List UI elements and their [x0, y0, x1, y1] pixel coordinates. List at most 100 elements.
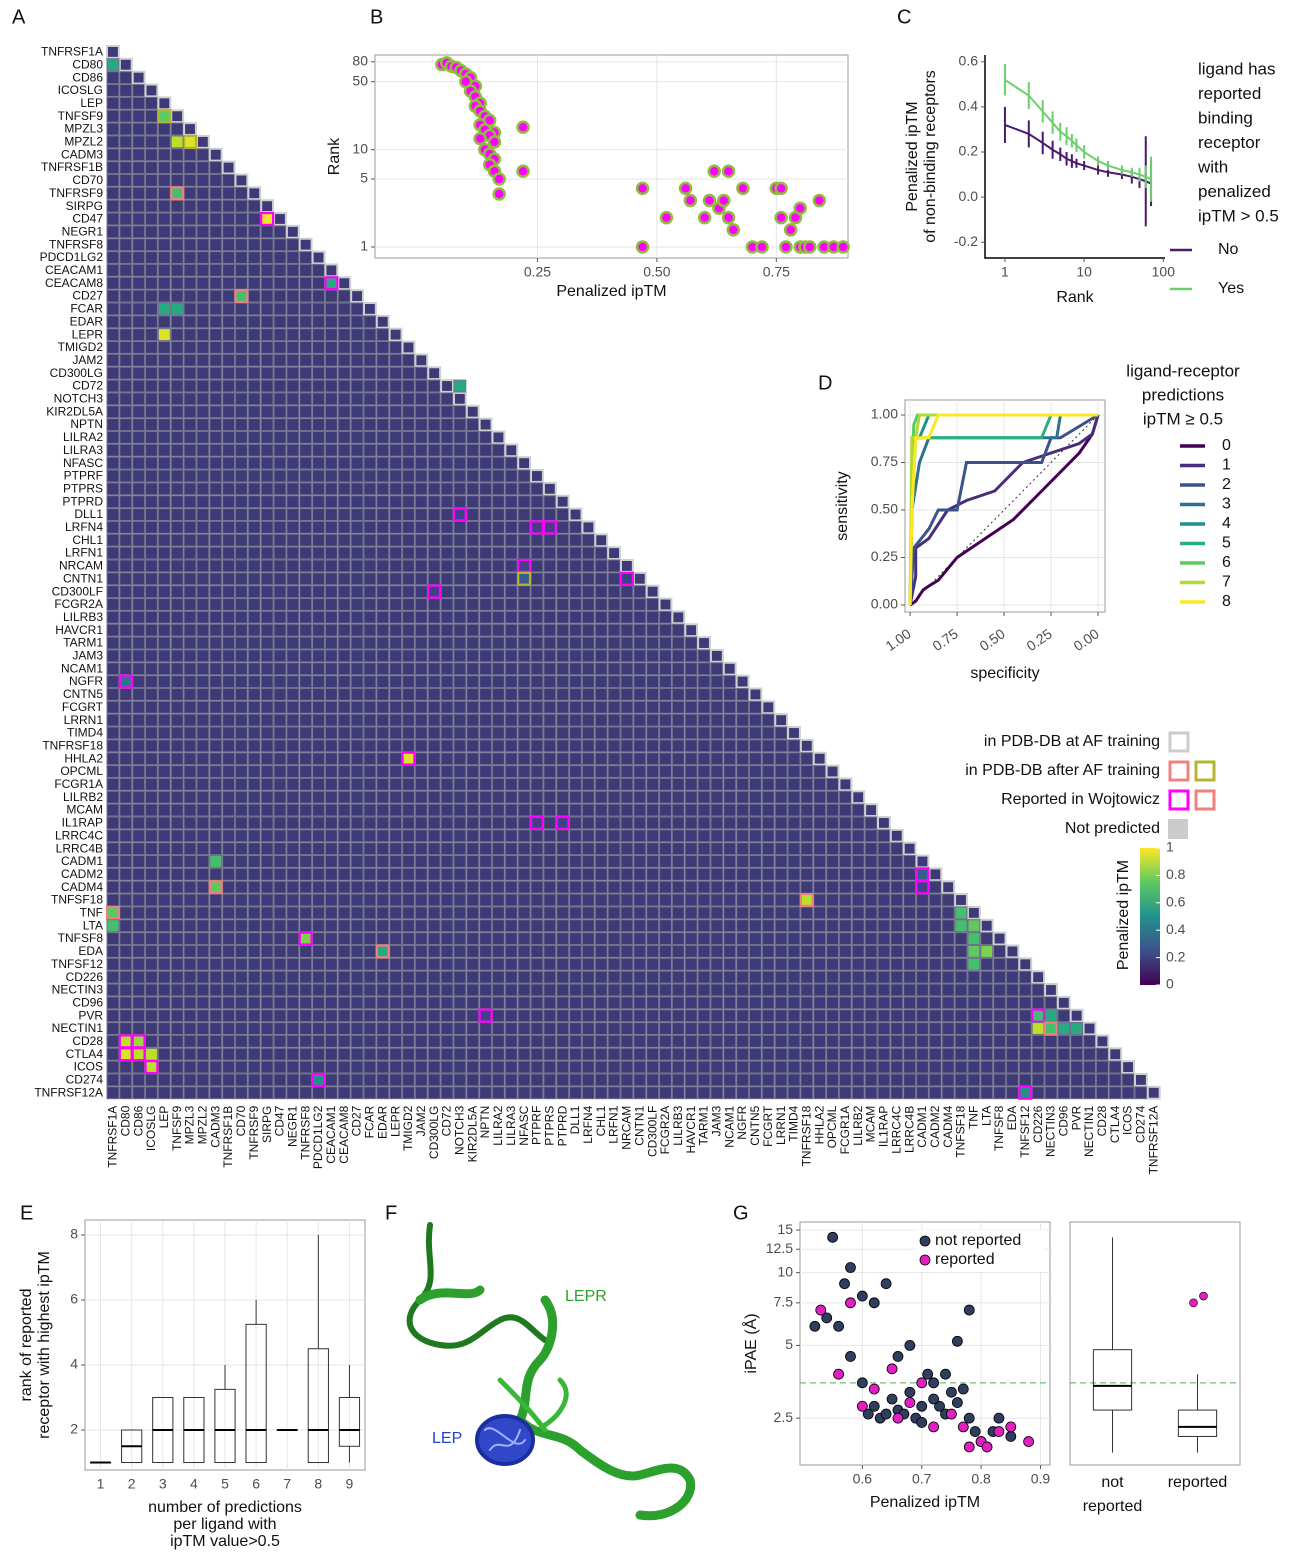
heatmap-cell-bg	[814, 946, 826, 958]
heatmap-cell-bg	[852, 1061, 864, 1073]
heatmap-cell-bg	[210, 277, 222, 289]
heatmap-cell-bg	[403, 611, 415, 623]
heatmap-cell-bg	[133, 444, 145, 456]
heatmap-cell-bg	[107, 46, 119, 58]
heatmap-cell-bg	[120, 766, 132, 778]
heatmap-cell-bg	[274, 419, 286, 431]
heatmap-cell-bg	[634, 804, 646, 816]
heatmap-cell-bg	[814, 766, 826, 778]
heatmap-cell-bg	[621, 868, 633, 880]
heatmap-cell-bg	[248, 573, 260, 585]
heatmap-cell-bg	[120, 1074, 132, 1086]
heatmap-cell-bg	[493, 791, 505, 803]
heatmap-cell-bg	[261, 1074, 273, 1086]
heatmap-cell	[1058, 1023, 1070, 1035]
heatmap-cell-bg	[248, 624, 260, 636]
heatmap-cell-bg	[146, 354, 158, 366]
heatmap-cell-bg	[415, 1087, 427, 1099]
heatmap-cell-bg	[287, 393, 299, 405]
heatmap-cell-bg	[724, 740, 736, 752]
y-tick-label: 6	[70, 1291, 78, 1307]
colorbar-tick-label: 0.4	[1166, 921, 1186, 937]
heatmap-cell-bg	[570, 907, 582, 919]
heatmap-cell-bg	[133, 342, 145, 354]
heatmap-cell-bg	[158, 213, 170, 225]
heatmap-cell-bg	[210, 1074, 222, 1086]
heatmap-cell-bg	[403, 470, 415, 482]
heatmap-cell-bg	[698, 637, 710, 649]
heatmap-cell-bg	[338, 1035, 350, 1047]
heatmap-cell-bg	[325, 316, 337, 328]
heatmap-cell-bg	[505, 444, 517, 456]
heatmap-cell-bg	[480, 599, 492, 611]
heatmap-cell-bg	[248, 727, 260, 739]
heatmap-cell-bg	[197, 200, 209, 212]
heatmap-cell-bg	[467, 1074, 479, 1086]
heatmap-cell-bg	[634, 984, 646, 996]
heatmap-cell-bg	[158, 958, 170, 970]
heatmap-cell-bg	[467, 432, 479, 444]
heatmap-cell-bg	[480, 843, 492, 855]
heatmap-cell-bg	[197, 1074, 209, 1086]
heatmap-cell-bg	[634, 933, 646, 945]
heatmap-cell-bg	[955, 1023, 967, 1035]
heatmap-cell-bg	[223, 868, 235, 880]
heatmap-cell-bg	[467, 843, 479, 855]
heatmap-cell-bg	[313, 1048, 325, 1060]
heatmap-cell-bg	[248, 534, 260, 546]
heatmap-cell-bg	[120, 1023, 132, 1035]
heatmap-cell-bg	[197, 894, 209, 906]
heatmap-cell-bg	[184, 881, 196, 893]
heatmap-cell-bg	[685, 946, 697, 958]
heatmap-cell-bg	[801, 958, 813, 970]
heatmap-cell-bg	[248, 367, 260, 379]
heatmap-cell-bg	[158, 1074, 170, 1086]
heatmap-cell-bg	[351, 470, 363, 482]
heatmap-cell-bg	[107, 277, 119, 289]
heatmap-cell-bg	[428, 406, 440, 418]
y-axis-title: Penalized ipTM	[904, 101, 921, 211]
legend-swatch	[1168, 819, 1188, 839]
heatmap-cell-bg	[672, 920, 684, 932]
heatmap-cell-bg	[1007, 1061, 1019, 1073]
heatmap-cell-bg	[158, 778, 170, 790]
heatmap-cell-bg	[274, 354, 286, 366]
heatmap-cell-bg	[184, 753, 196, 765]
heatmap-cell-bg	[917, 1087, 929, 1099]
heatmap-cell-bg	[107, 393, 119, 405]
heatmap-cell-bg	[480, 483, 492, 495]
heatmap-cell-bg	[158, 432, 170, 444]
heatmap-cell-bg	[313, 393, 325, 405]
heatmap-cell-bg	[313, 277, 325, 289]
heatmap-cell-bg	[158, 560, 170, 572]
heatmap-cell-bg	[724, 856, 736, 868]
heatmap-cell-bg	[171, 1087, 183, 1099]
heatmap-cell-bg	[210, 701, 222, 713]
heatmap-cell-bg	[223, 277, 235, 289]
heatmap-cell-bg	[133, 290, 145, 302]
heatmap-cell-bg	[146, 933, 158, 945]
heatmap-cell-bg	[621, 843, 633, 855]
heatmap-cell-bg	[300, 1023, 312, 1035]
heatmap-cell-bg	[197, 868, 209, 880]
y-tick-label: 0.50	[871, 501, 898, 517]
heatmap-cell-bg	[839, 1048, 851, 1060]
heatmap-cell-bg	[107, 419, 119, 431]
heatmap-cell-bg	[441, 946, 453, 958]
heatmap-cell-bg	[685, 676, 697, 688]
heatmap-cell-bg	[454, 958, 466, 970]
heatmap-cell-bg	[467, 1087, 479, 1099]
heatmap-cell-bg	[505, 766, 517, 778]
heatmap-cell-bg	[171, 393, 183, 405]
heatmap-cell-bg	[775, 740, 787, 752]
heatmap-cell-bg	[351, 971, 363, 983]
heatmap-cell-bg	[891, 1023, 903, 1035]
heatmap-cell-bg	[274, 1048, 286, 1060]
heatmap-cell-bg	[441, 933, 453, 945]
heatmap-cell-bg	[210, 1087, 222, 1099]
heatmap-cell-bg	[827, 933, 839, 945]
heatmap-cell-bg	[223, 573, 235, 585]
heatmap-cell-bg	[390, 650, 402, 662]
heatmap-cell-bg	[415, 817, 427, 829]
heatmap-cell-bg	[994, 1074, 1006, 1086]
